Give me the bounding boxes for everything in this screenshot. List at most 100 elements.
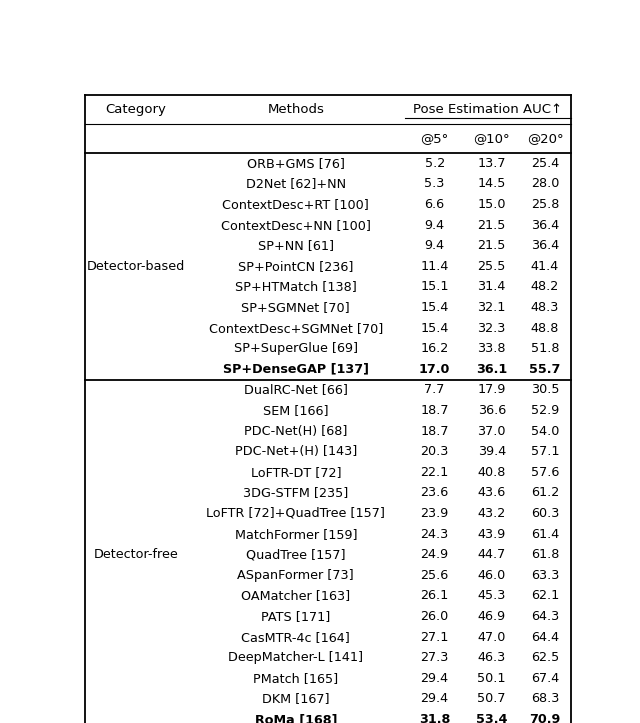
Text: Category: Category xyxy=(106,103,166,116)
Text: 55.7: 55.7 xyxy=(529,363,561,376)
Text: 26.1: 26.1 xyxy=(420,589,449,602)
Text: SP+SuperGlue [69]: SP+SuperGlue [69] xyxy=(234,342,358,355)
Text: 46.0: 46.0 xyxy=(477,569,506,582)
Text: Detector-based: Detector-based xyxy=(86,260,185,273)
Text: 48.2: 48.2 xyxy=(531,281,559,294)
Text: 21.5: 21.5 xyxy=(477,239,506,252)
Text: SP+HTMatch [138]: SP+HTMatch [138] xyxy=(235,281,356,294)
Text: 17.0: 17.0 xyxy=(419,363,451,376)
Text: 61.8: 61.8 xyxy=(531,548,559,561)
Text: 32.1: 32.1 xyxy=(477,301,506,314)
Text: 18.7: 18.7 xyxy=(420,424,449,437)
Text: RoMa [168]: RoMa [168] xyxy=(255,713,337,723)
Text: 32.3: 32.3 xyxy=(477,322,506,335)
Text: 54.0: 54.0 xyxy=(531,424,559,437)
Text: SP+SGMNet [70]: SP+SGMNet [70] xyxy=(241,301,350,314)
Text: 50.7: 50.7 xyxy=(477,693,506,706)
Text: 9.4: 9.4 xyxy=(424,239,445,252)
Text: 70.9: 70.9 xyxy=(529,713,561,723)
Text: PDC-Net+(H) [143]: PDC-Net+(H) [143] xyxy=(235,445,357,458)
Text: 27.3: 27.3 xyxy=(420,651,449,664)
Text: 21.5: 21.5 xyxy=(477,218,506,231)
Text: 29.4: 29.4 xyxy=(420,693,449,706)
Text: 24.3: 24.3 xyxy=(420,528,449,541)
Text: 18.7: 18.7 xyxy=(420,404,449,417)
Text: 25.6: 25.6 xyxy=(420,569,449,582)
Text: 25.8: 25.8 xyxy=(531,198,559,211)
Text: 57.1: 57.1 xyxy=(531,445,559,458)
Text: 61.4: 61.4 xyxy=(531,528,559,541)
Text: 64.3: 64.3 xyxy=(531,610,559,623)
Text: 37.0: 37.0 xyxy=(477,424,506,437)
Text: SP+PointCN [236]: SP+PointCN [236] xyxy=(238,260,353,273)
Text: 47.0: 47.0 xyxy=(477,630,506,643)
Text: 27.1: 27.1 xyxy=(420,630,449,643)
Text: 36.1: 36.1 xyxy=(476,363,508,376)
Text: LoFTR [72]+QuadTree [157]: LoFTR [72]+QuadTree [157] xyxy=(206,507,385,520)
Text: 48.3: 48.3 xyxy=(531,301,559,314)
Text: PMatch [165]: PMatch [165] xyxy=(253,672,339,685)
Text: ASpanFormer [73]: ASpanFormer [73] xyxy=(237,569,354,582)
Text: Methods: Methods xyxy=(268,103,324,116)
Text: 7.7: 7.7 xyxy=(424,383,445,396)
Text: 52.9: 52.9 xyxy=(531,404,559,417)
Text: 24.9: 24.9 xyxy=(420,548,449,561)
Text: 31.4: 31.4 xyxy=(477,281,506,294)
Text: 46.3: 46.3 xyxy=(477,651,506,664)
Text: 50.1: 50.1 xyxy=(477,672,506,685)
Text: 29.4: 29.4 xyxy=(420,672,449,685)
Text: @5°: @5° xyxy=(420,132,449,145)
Text: QuadTree [157]: QuadTree [157] xyxy=(246,548,346,561)
Text: ORB+GMS [76]: ORB+GMS [76] xyxy=(247,157,345,170)
Text: 28.0: 28.0 xyxy=(531,177,559,190)
Text: DeepMatcher-L [141]: DeepMatcher-L [141] xyxy=(228,651,364,664)
Text: 20.3: 20.3 xyxy=(420,445,449,458)
Text: 39.4: 39.4 xyxy=(477,445,506,458)
Text: 48.8: 48.8 xyxy=(531,322,559,335)
Text: PDC-Net(H) [68]: PDC-Net(H) [68] xyxy=(244,424,348,437)
Text: 41.4: 41.4 xyxy=(531,260,559,273)
Text: 44.7: 44.7 xyxy=(477,548,506,561)
Text: D2Net [62]+NN: D2Net [62]+NN xyxy=(246,177,346,190)
Text: 68.3: 68.3 xyxy=(531,693,559,706)
Text: @20°: @20° xyxy=(527,132,563,145)
Text: 31.8: 31.8 xyxy=(419,713,451,723)
Text: 5.2: 5.2 xyxy=(424,157,445,170)
Text: 62.1: 62.1 xyxy=(531,589,559,602)
Text: 40.8: 40.8 xyxy=(477,466,506,479)
Text: 3DG-STFM [235]: 3DG-STFM [235] xyxy=(243,487,348,500)
Text: CasMTR-4c [164]: CasMTR-4c [164] xyxy=(241,630,350,643)
Text: 14.5: 14.5 xyxy=(477,177,506,190)
Text: 23.6: 23.6 xyxy=(420,487,449,500)
Text: 51.8: 51.8 xyxy=(531,342,559,355)
Text: 36.4: 36.4 xyxy=(531,239,559,252)
Text: 57.6: 57.6 xyxy=(531,466,559,479)
Text: 67.4: 67.4 xyxy=(531,672,559,685)
Text: 15.0: 15.0 xyxy=(477,198,506,211)
Text: @10°: @10° xyxy=(474,132,510,145)
Text: 62.5: 62.5 xyxy=(531,651,559,664)
Text: 64.4: 64.4 xyxy=(531,630,559,643)
Text: 5.3: 5.3 xyxy=(424,177,445,190)
Text: SP+DenseGAP [137]: SP+DenseGAP [137] xyxy=(223,363,369,376)
Text: SEM [166]: SEM [166] xyxy=(263,404,328,417)
Text: 26.0: 26.0 xyxy=(420,610,449,623)
Text: 6.6: 6.6 xyxy=(424,198,445,211)
Text: 61.2: 61.2 xyxy=(531,487,559,500)
Text: 60.3: 60.3 xyxy=(531,507,559,520)
Text: SP+NN [61]: SP+NN [61] xyxy=(258,239,334,252)
Text: 22.1: 22.1 xyxy=(420,466,449,479)
Text: 15.4: 15.4 xyxy=(420,322,449,335)
Text: 43.6: 43.6 xyxy=(477,487,506,500)
Text: 33.8: 33.8 xyxy=(477,342,506,355)
Text: 45.3: 45.3 xyxy=(477,589,506,602)
Text: 36.6: 36.6 xyxy=(477,404,506,417)
Text: 17.9: 17.9 xyxy=(477,383,506,396)
Text: ContextDesc+RT [100]: ContextDesc+RT [100] xyxy=(222,198,369,211)
Text: 25.5: 25.5 xyxy=(477,260,506,273)
Text: 16.2: 16.2 xyxy=(420,342,449,355)
Text: 36.4: 36.4 xyxy=(531,218,559,231)
Text: ContextDesc+SGMNet [70]: ContextDesc+SGMNet [70] xyxy=(209,322,383,335)
Text: DKM [167]: DKM [167] xyxy=(262,693,330,706)
Text: ContextDesc+NN [100]: ContextDesc+NN [100] xyxy=(221,218,371,231)
